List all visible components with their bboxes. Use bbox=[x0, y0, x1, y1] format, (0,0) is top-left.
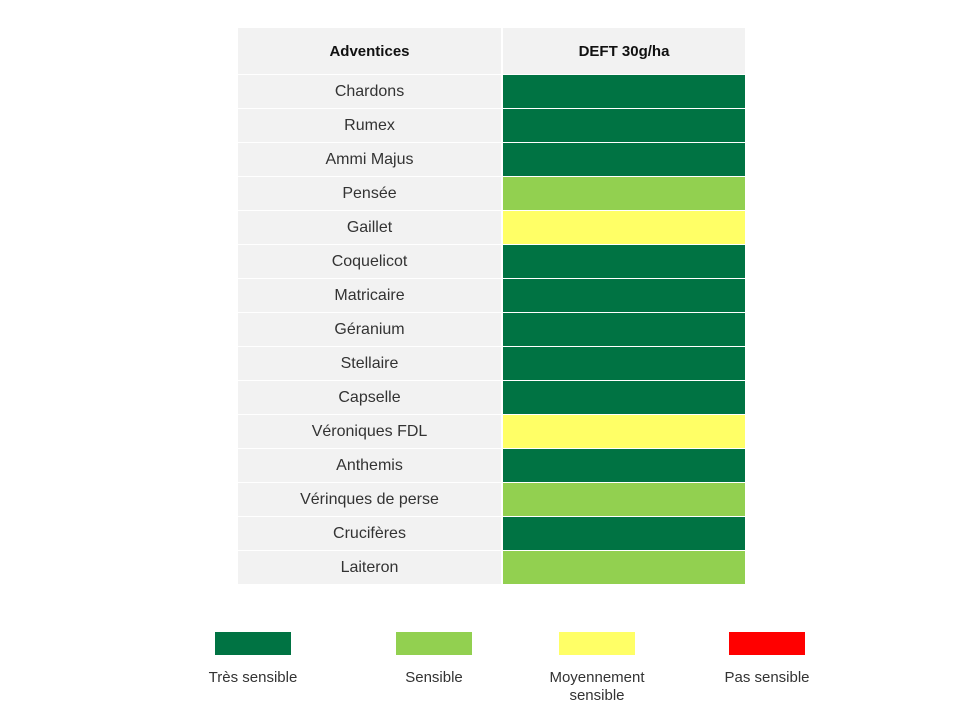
weed-name-cell: Pensée bbox=[238, 176, 503, 211]
table-row: Rumex bbox=[238, 108, 745, 143]
weed-name-cell: Ammi Majus bbox=[238, 142, 503, 177]
table-row: Gaillet bbox=[238, 210, 745, 245]
sensitivity-cell bbox=[502, 176, 745, 211]
header-deft: DEFT 30g/ha bbox=[502, 28, 745, 75]
legend-label-tres-sensible: Très sensible bbox=[208, 669, 298, 686]
table-row: Anthemis bbox=[238, 448, 745, 483]
sensitivity-cell bbox=[502, 278, 745, 313]
table-header-row: Adventices DEFT 30g/ha bbox=[238, 28, 745, 75]
table-row: Capselle bbox=[238, 380, 745, 415]
table-row: Stellaire bbox=[238, 346, 745, 381]
legend-item-moyennement-sensible: Moyennement sensible bbox=[517, 632, 677, 705]
weed-name-cell: Laiteron bbox=[238, 550, 503, 585]
table-row: Véroniques FDL bbox=[238, 414, 745, 449]
legend-item-pas-sensible: Pas sensible bbox=[687, 632, 847, 687]
legend-swatch-moyennement-sensible bbox=[559, 632, 635, 655]
weed-name-cell: Véroniques FDL bbox=[238, 414, 503, 449]
weed-name-cell: Chardons bbox=[238, 74, 503, 109]
table-row: Laiteron bbox=[238, 550, 745, 585]
table-row: Géranium bbox=[238, 312, 745, 347]
legend-label-sensible: Sensible bbox=[405, 669, 463, 686]
legend-swatch-pas-sensible bbox=[729, 632, 805, 655]
table-row: Chardons bbox=[238, 74, 745, 109]
table-row: Pensée bbox=[238, 176, 745, 211]
weed-name-cell: Coquelicot bbox=[238, 244, 503, 279]
table-row: Coquelicot bbox=[238, 244, 745, 279]
sensitivity-cell bbox=[502, 482, 745, 517]
sensitivity-cell bbox=[502, 380, 745, 415]
weed-name-cell: Vérinques de perse bbox=[238, 482, 503, 517]
sensitivity-cell bbox=[502, 516, 745, 551]
table-row: Vérinques de perse bbox=[238, 482, 745, 517]
weed-name-cell: Rumex bbox=[238, 108, 503, 143]
sensitivity-table: Adventices DEFT 30g/ha Chardons Rumex Ammi… bbox=[238, 28, 745, 585]
sensitivity-cell bbox=[502, 312, 745, 347]
sensitivity-cell bbox=[502, 346, 745, 381]
weed-name-cell: Capselle bbox=[238, 380, 503, 415]
legend-swatch-tres-sensible bbox=[215, 632, 291, 655]
legend-swatch-sensible bbox=[396, 632, 472, 655]
legend-label-pas-sensible: Pas sensible bbox=[724, 669, 810, 686]
header-adventices: Adventices bbox=[238, 28, 503, 75]
sensitivity-cell bbox=[502, 448, 745, 483]
weed-name-cell: Crucifères bbox=[238, 516, 503, 551]
table-body: Chardons Rumex Ammi Majus Pensée Gaillet Coqu… bbox=[238, 74, 745, 585]
sensitivity-cell bbox=[502, 244, 745, 279]
sensitivity-cell bbox=[502, 414, 745, 449]
table-row: Crucifères bbox=[238, 516, 745, 551]
legend-label-moyennement-sensible: Moyennement sensible bbox=[549, 669, 645, 704]
legend-item-tres-sensible: Très sensible bbox=[173, 632, 333, 687]
sensitivity-cell bbox=[502, 74, 745, 109]
sensitivity-cell bbox=[502, 108, 745, 143]
sensitivity-cell bbox=[502, 550, 745, 585]
weed-name-cell: Stellaire bbox=[238, 346, 503, 381]
weed-name-cell: Gaillet bbox=[238, 210, 503, 245]
table-row: Ammi Majus bbox=[238, 142, 745, 177]
table-row: Matricaire bbox=[238, 278, 745, 313]
weed-name-cell: Géranium bbox=[238, 312, 503, 347]
legend-item-sensible: Sensible bbox=[354, 632, 514, 687]
sensitivity-cell bbox=[502, 210, 745, 245]
weed-name-cell: Anthemis bbox=[238, 448, 503, 483]
sensitivity-cell bbox=[502, 142, 745, 177]
weed-name-cell: Matricaire bbox=[238, 278, 503, 313]
